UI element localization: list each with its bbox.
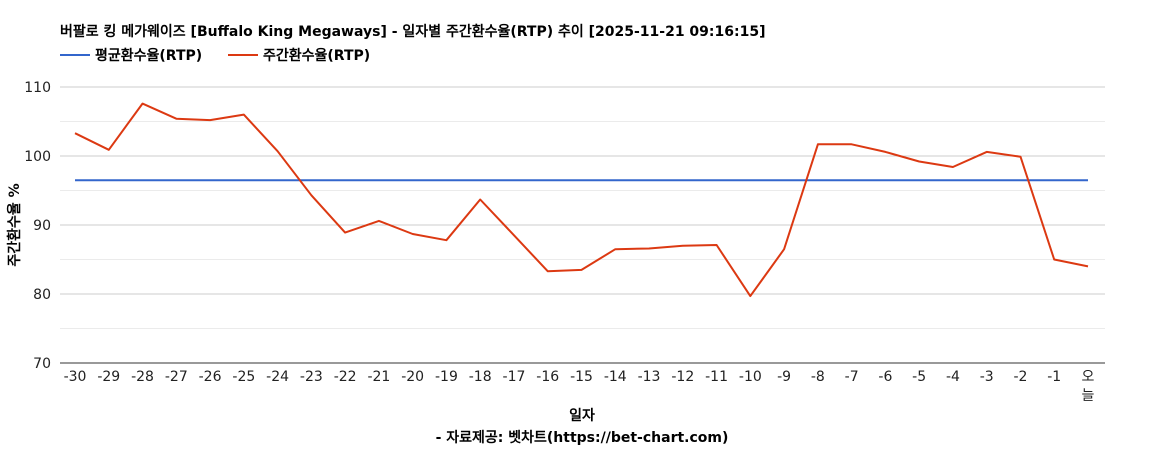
x-tick-label: -24: [266, 369, 289, 385]
legend-item-weekly[interactable]: 주간환수율(RTP): [228, 47, 370, 64]
legend-label-weekly: 주간환수율(RTP): [263, 47, 370, 64]
x-tick-label: -21: [367, 369, 390, 385]
x-axis-label: 일자: [569, 408, 595, 424]
x-tick-label: -28: [131, 369, 154, 385]
y-axis-label: 주간환수율 %: [6, 183, 23, 266]
x-tick-label-char: 오: [1082, 369, 1095, 385]
x-axis-ticks: -30 -29 -28 -27 -26 -25 -24 -23 -22 -21 -20 -19 -18-…: [64, 369, 1095, 404]
x-tick-label: -3: [980, 369, 994, 385]
y-tick-label: 70: [33, 356, 51, 372]
source-credit: - 자료제공: 벳차트(https://bet-chart.com): [436, 429, 729, 446]
x-tick-label: -26: [199, 369, 222, 385]
series-line-weekly[interactable]: [74, 102, 1089, 298]
x-tick-label: -25: [232, 369, 255, 385]
x-tick-label: -27: [165, 369, 188, 385]
x-tick-label: -4: [946, 369, 960, 385]
x-tick-label: -10: [739, 369, 762, 385]
x-tick-label: -5: [912, 369, 926, 385]
legend-label-average: 평균환수율(RTP): [95, 47, 202, 64]
legend-item-average[interactable]: 평균환수율(RTP): [60, 47, 202, 64]
x-tick-label: -8: [811, 369, 825, 385]
x-tick-label: -13: [638, 369, 661, 385]
x-tick-label-char: 늘: [1082, 388, 1095, 404]
x-tick-label: -15: [570, 369, 593, 385]
x-tick-label: -2: [1013, 369, 1027, 385]
x-tick-label: -12: [671, 369, 694, 385]
x-tick-label: -30: [64, 369, 87, 385]
x-tick-label: -23: [300, 369, 323, 385]
y-axis-ticks: 70 80 90 100 110: [24, 80, 51, 372]
x-tick-label: -1: [1047, 369, 1061, 385]
x-tick-label: -29: [97, 369, 120, 385]
x-tick-label: -7: [845, 369, 859, 385]
gridlines: [60, 86, 1105, 364]
legend: 평균환수율(RTP) 주간환수율(RTP): [60, 47, 370, 64]
x-tick-label: -19: [435, 369, 458, 385]
x-tick-label: -9: [777, 369, 791, 385]
series-layer: [74, 102, 1089, 298]
chart-title: 버팔로 킹 메가웨이즈 [Buffalo King Megaways] - 일자…: [60, 23, 765, 40]
x-tick-label: -14: [604, 369, 627, 385]
x-tick-label: -22: [334, 369, 357, 385]
x-tick-label: -11: [705, 369, 728, 385]
x-tick-label: -17: [503, 369, 526, 385]
y-tick-label: 100: [24, 149, 51, 165]
x-tick-label: -20: [401, 369, 424, 385]
x-tick-label: -6: [878, 369, 892, 385]
y-tick-label: 80: [33, 287, 51, 303]
x-tick-label: -16: [536, 369, 559, 385]
y-tick-label: 110: [24, 80, 51, 96]
y-tick-label: 90: [33, 218, 51, 234]
x-tick-label: -18: [469, 369, 492, 385]
